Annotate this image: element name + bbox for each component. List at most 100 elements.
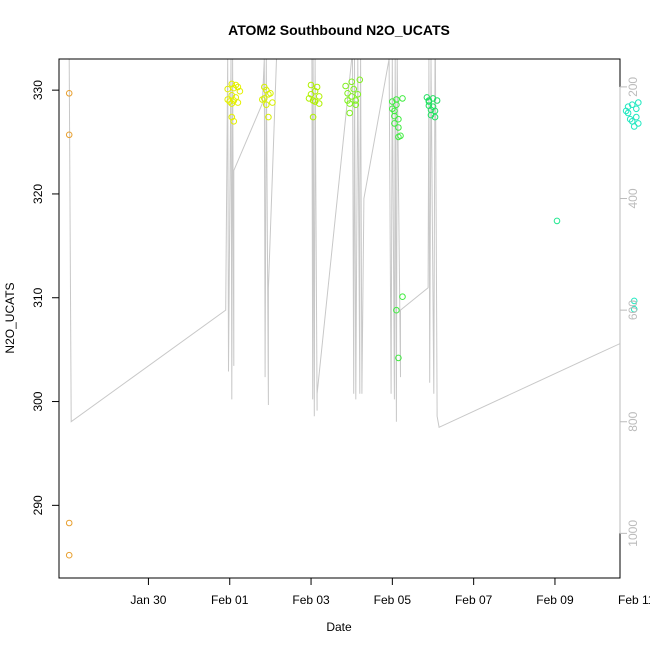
data-point xyxy=(431,107,439,115)
x-tick-label: Feb 11 xyxy=(618,593,650,607)
pressure-line xyxy=(59,58,621,429)
data-point xyxy=(311,98,319,105)
data-point xyxy=(226,98,233,105)
data-point xyxy=(309,113,317,121)
data-point xyxy=(65,519,73,527)
data-point xyxy=(630,305,638,313)
data-point xyxy=(399,293,406,301)
data-point xyxy=(431,113,439,121)
data-point xyxy=(633,113,640,121)
x-tick-label: Feb 07 xyxy=(455,593,493,607)
data-point xyxy=(433,97,441,104)
series-5 xyxy=(342,76,364,117)
data-point xyxy=(427,111,435,119)
data-point xyxy=(224,96,231,103)
x-tick-label: Jan 30 xyxy=(130,593,166,607)
y-tick-label: 290 xyxy=(31,495,45,515)
data-point xyxy=(395,354,402,362)
series-3 xyxy=(259,83,276,121)
data-point xyxy=(342,82,349,90)
series-8 xyxy=(553,217,561,225)
data-point xyxy=(628,101,636,108)
data-point xyxy=(352,97,360,104)
data-point xyxy=(395,133,402,141)
y-tick-label: 330 xyxy=(31,80,45,100)
data-point xyxy=(267,90,274,97)
data-point xyxy=(232,81,240,89)
pressure-line-layer xyxy=(59,58,621,429)
data-point xyxy=(313,83,321,91)
data-point xyxy=(307,81,315,89)
right-tick-label: 400 xyxy=(626,188,640,208)
data-point xyxy=(315,93,323,100)
data-point xyxy=(65,551,73,559)
series-4 xyxy=(305,81,323,121)
data-point xyxy=(395,115,402,123)
data-point xyxy=(626,115,634,123)
data-point xyxy=(393,101,400,108)
data-point xyxy=(348,93,356,100)
data-point xyxy=(352,101,360,108)
data-point xyxy=(630,297,638,305)
y-axis: 290 300 310 320 330 xyxy=(31,80,60,515)
right-tick-label: 800 xyxy=(626,411,640,431)
data-point xyxy=(553,217,561,225)
data-point xyxy=(230,118,238,125)
x-axis-label: Date xyxy=(326,620,352,634)
data-point xyxy=(65,131,73,139)
data-point xyxy=(269,99,276,106)
series-9 xyxy=(622,99,642,313)
plot-frame xyxy=(58,58,621,579)
data-point xyxy=(346,109,354,117)
x-tick-label: Feb 03 xyxy=(292,593,330,607)
data-point xyxy=(348,78,356,86)
data-point xyxy=(635,120,642,127)
x-tick-label: Feb 01 xyxy=(211,593,249,607)
data-point xyxy=(234,99,242,106)
data-point xyxy=(630,123,638,130)
data-point xyxy=(263,101,270,108)
series-7 xyxy=(423,94,441,121)
data-point xyxy=(265,113,272,121)
data-points-layer xyxy=(65,76,642,559)
right-tick-label: 1000 xyxy=(626,520,640,547)
data-point xyxy=(65,90,73,97)
y-tick-label: 310 xyxy=(31,287,45,307)
data-point xyxy=(305,95,313,102)
x-tick-label: Feb 09 xyxy=(536,593,574,607)
data-point xyxy=(315,100,323,107)
data-point xyxy=(354,91,362,98)
data-point xyxy=(356,76,364,84)
data-point xyxy=(350,85,358,93)
data-point xyxy=(224,85,231,93)
data-point xyxy=(425,98,433,105)
right-tick-label: 600 xyxy=(626,300,640,320)
data-point xyxy=(391,120,398,127)
right-axis: 200 400 600 800 1000 xyxy=(619,77,640,547)
data-point xyxy=(395,124,402,131)
series-2 xyxy=(224,80,244,125)
data-point xyxy=(399,95,406,102)
data-point xyxy=(635,99,642,106)
y-tick-label: 300 xyxy=(31,391,45,411)
right-tick-label: 200 xyxy=(626,77,640,97)
y-axis-label: N2O_UCATS xyxy=(3,282,17,353)
data-point xyxy=(236,87,244,95)
x-tick-label: Feb 05 xyxy=(374,593,412,607)
series-1 xyxy=(65,90,73,559)
series-6 xyxy=(389,95,406,362)
data-point xyxy=(633,105,640,113)
data-point xyxy=(391,107,398,115)
data-point xyxy=(344,90,351,97)
data-point xyxy=(624,109,632,117)
data-point xyxy=(393,306,400,314)
data-point xyxy=(389,105,396,113)
chart-title: ATOM2 Southbound N2O_UCATS xyxy=(228,22,450,38)
data-point xyxy=(346,100,354,107)
data-point xyxy=(307,91,315,98)
x-axis: Jan 30 Feb 01 Feb 03 Feb 05 Feb 07 Feb 09 Feb … xyxy=(130,577,650,607)
data-point xyxy=(622,107,630,115)
y-tick-label: 320 xyxy=(31,184,45,204)
data-point xyxy=(259,96,266,103)
